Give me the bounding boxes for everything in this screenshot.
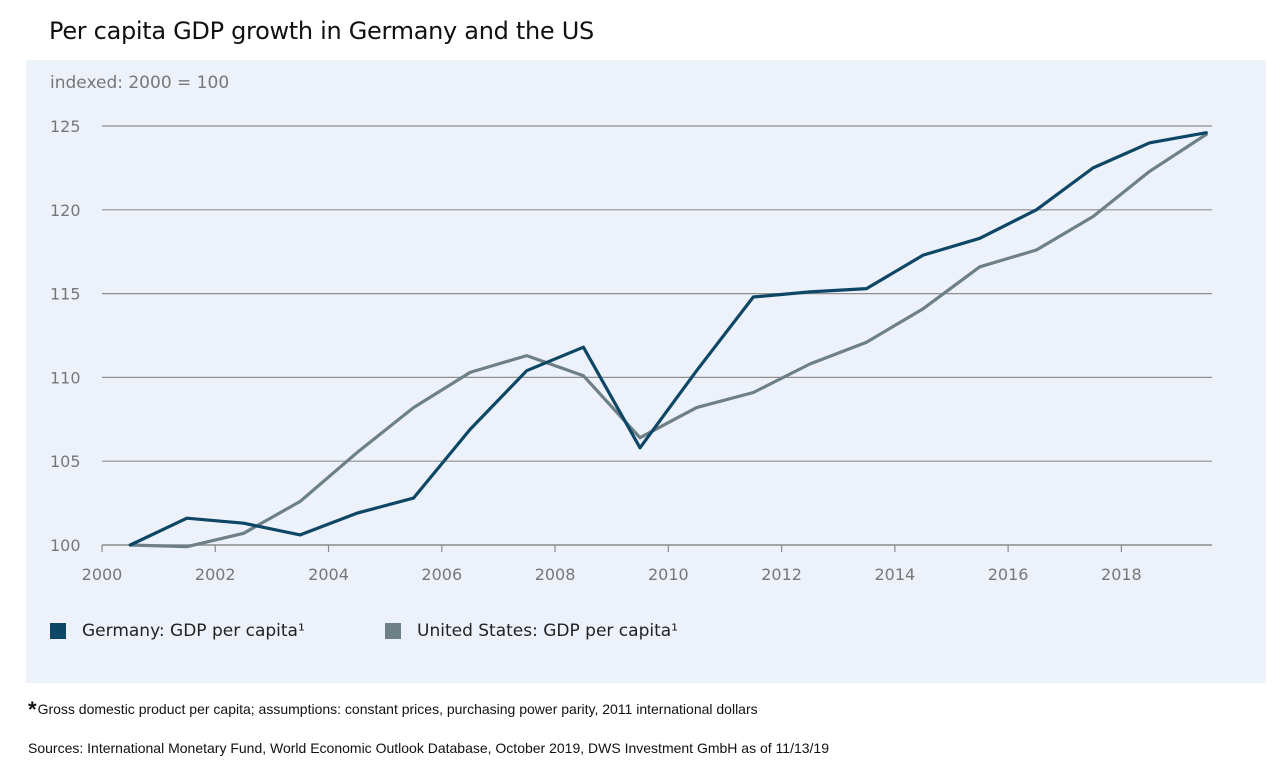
x-tick-2004: 2004 xyxy=(308,565,349,584)
x-tick-2000: 2000 xyxy=(82,565,123,584)
x-tick-2010: 2010 xyxy=(648,565,689,584)
legend-item-germany: Germany: GDP per capita¹ xyxy=(50,621,305,641)
y-tick-110: 110 xyxy=(50,368,81,387)
legend-swatch-united-states xyxy=(385,623,401,639)
legend-swatch-germany xyxy=(50,623,66,639)
x-tick-2014: 2014 xyxy=(874,565,915,584)
series-lines xyxy=(128,131,1208,549)
x-tick-2006: 2006 xyxy=(421,565,462,584)
legend-label-united-states: United States: GDP per capita¹ xyxy=(417,621,678,641)
footnote-marker: * xyxy=(28,697,37,722)
gridlines xyxy=(102,125,1212,546)
x-tick-2016: 2016 xyxy=(988,565,1029,584)
chart-panel: indexed: 2000 = 100 100 105 110 115 120 125 2… xyxy=(26,60,1266,683)
y-tick-120: 120 xyxy=(50,201,81,220)
legend-item-united-states: United States: GDP per capita¹ xyxy=(385,621,678,641)
x-tick-2002: 2002 xyxy=(195,565,236,584)
y-tick-105: 105 xyxy=(50,452,81,471)
y-tick-125: 125 xyxy=(50,117,81,136)
y-tick-115: 115 xyxy=(50,285,81,304)
y-axis-label: indexed: 2000 = 100 xyxy=(50,73,230,93)
chart-title: Per capita GDP growth in Germany and the… xyxy=(49,17,594,45)
sources-note: Sources: International Monetary Fund, Wo… xyxy=(28,740,829,756)
footnote: *Gross domestic product per capita; assu… xyxy=(28,697,758,723)
footnote-text: Gross domestic product per capita; assum… xyxy=(37,701,758,717)
series-line-united-states xyxy=(128,132,1208,549)
x-tick-2008: 2008 xyxy=(535,565,576,584)
x-tick-labels: 2000 2002 2004 2006 2008 2010 2012 2014 2016 2018 xyxy=(82,545,1142,584)
y-tick-100: 100 xyxy=(50,536,81,555)
series-line-germany xyxy=(128,131,1208,547)
x-tick-2012: 2012 xyxy=(761,565,802,584)
y-tick-labels: 100 105 110 115 120 125 xyxy=(50,117,81,555)
x-tick-2018: 2018 xyxy=(1101,565,1142,584)
legend-label-germany: Germany: GDP per capita¹ xyxy=(82,621,305,641)
